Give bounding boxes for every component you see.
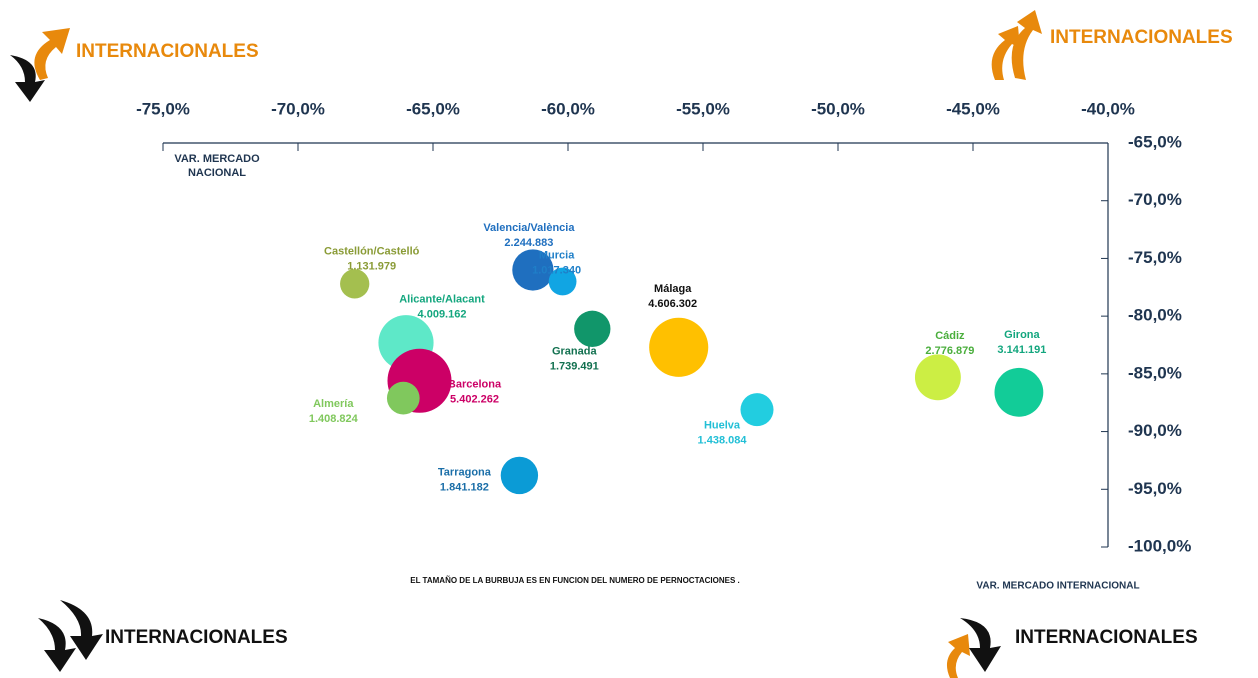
bubble bbox=[548, 267, 577, 296]
corner-label: INTERNACIONALES bbox=[76, 41, 259, 62]
size-label: 2.776.879 bbox=[925, 345, 974, 357]
y-tick-label: -80,0% bbox=[1128, 306, 1182, 325]
bubble bbox=[649, 317, 709, 377]
point-label: Huelva bbox=[704, 420, 741, 432]
y-tick-label: -75,0% bbox=[1128, 248, 1182, 267]
note: EL TAMAÑO DE LA BURBUJA ES EN FUNCION DE… bbox=[410, 576, 740, 585]
point-label: Valencia/València bbox=[483, 222, 575, 234]
y-tick-label: -70,0% bbox=[1128, 190, 1182, 209]
x-tick-label: -60,0% bbox=[541, 99, 595, 118]
point-label: Barcelona bbox=[448, 379, 502, 391]
point-label: Alicante/Alacant bbox=[399, 294, 485, 306]
size-label: 2.244.883 bbox=[504, 237, 553, 249]
size-label: 1.017.340 bbox=[532, 264, 581, 276]
point-label: Granada bbox=[552, 346, 598, 358]
size-label: 1.408.824 bbox=[309, 413, 359, 425]
arrow-icons bbox=[10, 10, 1042, 678]
point-label: Almería bbox=[313, 398, 354, 410]
size-label: 1.131.979 bbox=[347, 261, 396, 273]
x-tick-label: -75,0% bbox=[136, 99, 190, 118]
size-label: 1.739.491 bbox=[550, 361, 599, 373]
corner-label: INTERNACIONALES bbox=[1015, 627, 1198, 648]
x-tick-label: -70,0% bbox=[271, 99, 325, 118]
y-tick-label: -100,0% bbox=[1128, 536, 1191, 555]
bubble bbox=[994, 367, 1044, 417]
y-axis-label: VAR. MERCADO NACIONAL bbox=[174, 153, 260, 179]
x-tick-label: -40,0% bbox=[1081, 99, 1135, 118]
y-tick-label: -95,0% bbox=[1128, 479, 1182, 498]
bubble bbox=[386, 381, 420, 415]
point-label: Murcia bbox=[539, 249, 575, 261]
x-tick-label: -65,0% bbox=[406, 99, 460, 118]
x-tick-label: -45,0% bbox=[946, 99, 1000, 118]
size-label: 5.402.262 bbox=[450, 394, 499, 406]
size-label: 1.438.084 bbox=[698, 435, 748, 447]
point-label: Girona bbox=[1004, 329, 1040, 341]
point-label: Castellón/Castelló bbox=[324, 246, 420, 258]
point-label: Cádiz bbox=[935, 330, 965, 342]
bubble bbox=[340, 269, 370, 299]
size-label: 4.606.302 bbox=[648, 298, 697, 310]
corner-label: INTERNACIONALES bbox=[1050, 27, 1233, 48]
bubble bbox=[512, 249, 554, 291]
x-tick-label: -55,0% bbox=[676, 99, 730, 118]
x-tick-label: -50,0% bbox=[811, 99, 865, 118]
point-label: Málaga bbox=[654, 283, 692, 295]
bubble bbox=[914, 354, 961, 401]
y-tick-label: -90,0% bbox=[1128, 421, 1182, 440]
y-tick-label: -65,0% bbox=[1128, 132, 1182, 151]
bubble bbox=[500, 456, 539, 495]
point-label: Tarragona bbox=[438, 466, 492, 478]
bubble bbox=[574, 310, 611, 347]
size-label: 1.841.182 bbox=[440, 481, 489, 493]
bubble bbox=[740, 393, 774, 427]
size-label: 4.009.162 bbox=[418, 309, 467, 321]
y-tick-label: -85,0% bbox=[1128, 363, 1182, 382]
size-label: 3.141.191 bbox=[997, 344, 1046, 356]
x-axis-label: VAR. MERCADO INTERNACIONAL bbox=[976, 581, 1139, 592]
corner-label: INTERNACIONALES bbox=[105, 627, 288, 648]
